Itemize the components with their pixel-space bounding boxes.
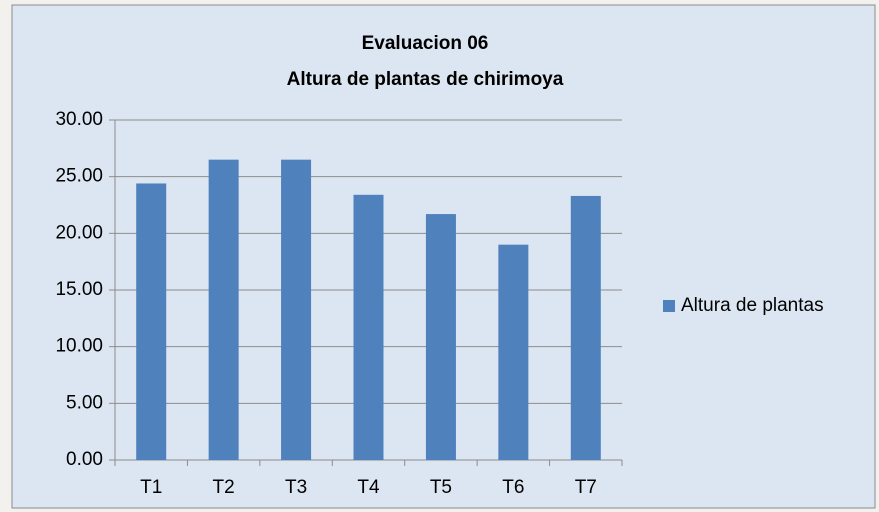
y-tick-label: 30.00 bbox=[55, 109, 103, 130]
legend-label: Altura de plantas bbox=[681, 295, 824, 316]
x-tick-label: T1 bbox=[140, 477, 162, 498]
chart-subtitle: Altura de plantas de chirimoya bbox=[287, 69, 564, 90]
legend-swatch bbox=[663, 300, 675, 312]
y-tick-label: 15.00 bbox=[55, 279, 103, 300]
bar bbox=[136, 183, 167, 460]
x-tick-label: T6 bbox=[502, 477, 524, 498]
x-tick-label: T5 bbox=[430, 477, 452, 498]
bar bbox=[281, 159, 312, 460]
chart-title: Evaluacion 06 bbox=[362, 33, 489, 54]
x-tick-label: T2 bbox=[213, 477, 235, 498]
y-tick-label: 0.00 bbox=[66, 449, 103, 470]
y-tick-label: 5.00 bbox=[66, 392, 103, 413]
y-tick-label: 25.00 bbox=[55, 166, 103, 187]
bar bbox=[425, 214, 456, 460]
y-tick-label: 10.00 bbox=[55, 336, 103, 357]
bar bbox=[208, 159, 239, 460]
y-tick-label: 20.00 bbox=[55, 222, 103, 243]
x-tick-label: T4 bbox=[357, 477, 380, 498]
x-tick-label: T3 bbox=[285, 477, 307, 498]
x-tick-label: T7 bbox=[575, 477, 597, 498]
bar bbox=[570, 195, 601, 460]
bar bbox=[498, 244, 529, 460]
bar bbox=[353, 194, 384, 461]
